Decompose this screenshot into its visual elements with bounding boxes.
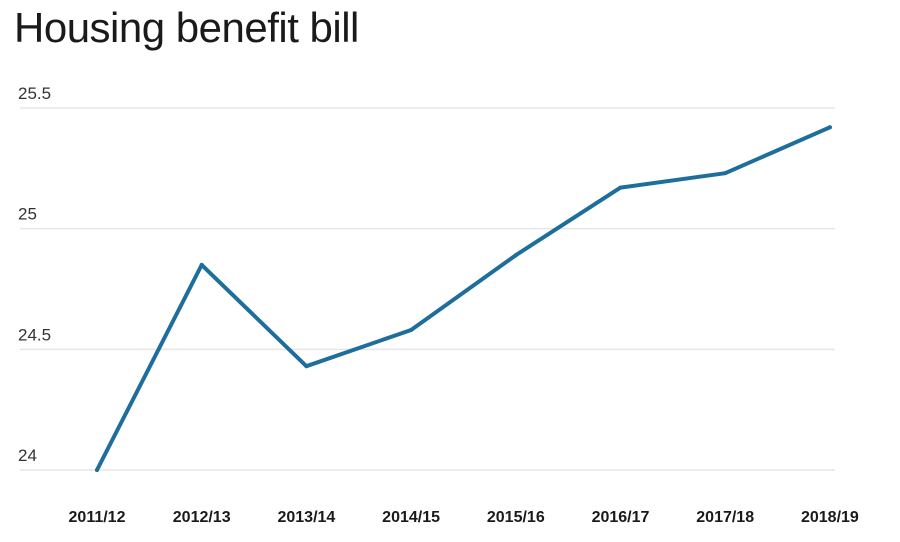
x-tick-label: 2018/19 [801, 509, 859, 526]
series-line [95, 125, 832, 472]
data-point [199, 262, 204, 267]
x-tick-label: 2016/17 [592, 509, 650, 526]
gridlines [20, 107, 835, 471]
series-layer [95, 125, 832, 472]
data-point [95, 468, 99, 472]
x-tick-label: 2013/14 [277, 509, 335, 526]
y-tick-label: 24.5 [18, 325, 51, 344]
y-axis-ticks: 24 24.5 25 25.5 [18, 84, 51, 465]
x-axis-ticks: 2011/12 2012/13 2013/14 2014/15 2015/16 2016/… [69, 509, 859, 526]
x-tick-label: 2012/13 [173, 509, 231, 526]
y-tick-label: 25.5 [18, 84, 51, 103]
x-tick-label: 2017/18 [696, 509, 754, 526]
data-point [618, 185, 623, 190]
data-point [723, 171, 728, 176]
data-point [409, 328, 414, 333]
data-point [513, 253, 518, 258]
x-tick-label: 2011/12 [69, 509, 126, 526]
x-tick-label: 2015/16 [487, 509, 545, 526]
chart-title: Housing benefit bill [14, 4, 359, 51]
data-point [304, 364, 309, 369]
y-tick-label: 24 [18, 446, 37, 465]
data-point [827, 125, 832, 130]
x-tick-label: 2014/15 [382, 509, 440, 526]
y-tick-label: 25 [18, 205, 37, 224]
